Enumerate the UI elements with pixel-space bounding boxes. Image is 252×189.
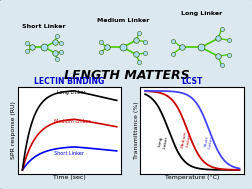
Text: Long Linker: Long Linker — [57, 90, 85, 95]
Text: Medium
Linker: Medium Linker — [180, 130, 191, 149]
Text: Medium Linker: Medium Linker — [54, 119, 90, 124]
Text: Short Linker: Short Linker — [22, 24, 66, 29]
Y-axis label: SPR response (RU): SPR response (RU) — [11, 101, 16, 159]
X-axis label: Time (sec): Time (sec) — [53, 175, 86, 180]
Text: Long
Linker: Long Linker — [157, 134, 168, 149]
Title: LCST: LCST — [181, 77, 202, 86]
Y-axis label: Transmittance (%): Transmittance (%) — [134, 102, 139, 159]
Text: Long Linker: Long Linker — [180, 11, 221, 16]
Text: Short Linker: Short Linker — [54, 151, 84, 156]
Text: Short
Linker: Short Linker — [203, 134, 213, 149]
Text: LENGTH MATTERS: LENGTH MATTERS — [64, 69, 188, 82]
Title: LECTIN BINDING: LECTIN BINDING — [34, 77, 104, 86]
X-axis label: Temperature (°C): Temperature (°C) — [165, 175, 218, 180]
Text: Medium Linker: Medium Linker — [96, 18, 148, 23]
